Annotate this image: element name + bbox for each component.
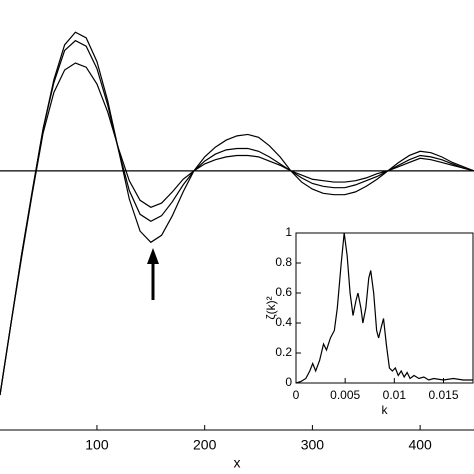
y-tick-label: 0 [285,375,292,389]
x-tick-label: 200 [193,437,217,453]
y-tick-label: 1 [285,225,292,239]
inset-background [296,233,473,383]
y-tick-label: 0.4 [275,315,292,329]
y-tick-label: 0.8 [275,255,292,269]
x-axis-label: k [382,403,389,417]
y-tick-label: 0.2 [275,345,292,359]
x-tick-label: 0.015 [428,388,458,402]
arrow-head [147,248,159,264]
data-line [0,62,474,396]
x-tick-label: 0 [293,388,300,402]
data-line [0,31,474,396]
x-tick-label: 400 [408,437,432,453]
x-tick-label: 0.005 [330,388,360,402]
data-line [0,39,474,396]
x-tick-label: 300 [301,437,325,453]
data-line [295,232,473,384]
y-axis-label: ζ(k)² [264,296,278,319]
inset-frame [295,232,474,384]
y-tick-label: 0.6 [275,285,292,299]
x-axis-label: x [234,455,241,471]
x-tick-label: 100 [85,437,109,453]
x-tick-label: 0.01 [383,388,407,402]
